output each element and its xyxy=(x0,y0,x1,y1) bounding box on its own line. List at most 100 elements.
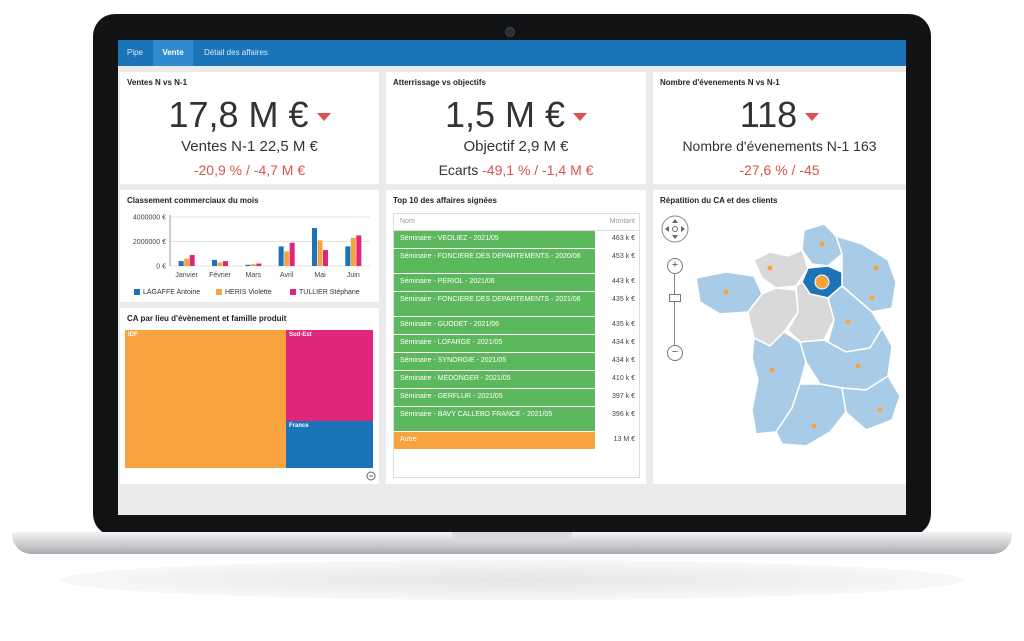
kpi-evenements-value-row: 118 xyxy=(653,94,906,136)
row-name: Séminaire - BAVY CALLEBO FRANCE - 2021/0… xyxy=(394,407,595,432)
chart-title: Classement commerciaux du mois xyxy=(127,196,259,205)
bar-lagaffe-juin xyxy=(345,246,351,266)
legend-label: LAGAFFE Antoine xyxy=(143,289,201,296)
region-occitanie xyxy=(775,383,847,447)
treemap-cell-idf[interactable]: IDF xyxy=(125,330,286,468)
webcam xyxy=(505,27,515,37)
table-row[interactable]: Séminaire - VEOLIEZ - 2021/05 463 k € xyxy=(394,231,639,249)
region-pays-de-la-loire xyxy=(747,287,799,347)
map-panel: Répatition du CA et des clients + − xyxy=(653,190,906,484)
zoom-slider-handle[interactable] xyxy=(669,294,681,302)
tab-vente[interactable]: Vente xyxy=(153,40,193,66)
bar-lagaffe-janvier xyxy=(178,261,184,266)
kpi-ventes-panel: Ventes N vs N-1 17,8 M € Ventes N-1 22,5… xyxy=(120,72,379,184)
column-header-montant[interactable]: Montant xyxy=(609,218,635,225)
x-tick-label: Mai xyxy=(314,272,326,279)
pan-control-icon[interactable] xyxy=(660,214,690,244)
zoom-in-button[interactable]: + xyxy=(667,258,683,274)
top10-title: Top 10 des affaires signées xyxy=(393,196,497,205)
legend-label: HERIS Violette xyxy=(225,289,272,296)
map-dot xyxy=(767,265,773,271)
bar-lagaffe-février xyxy=(212,259,217,266)
bar-lagaffe-avril xyxy=(278,246,284,266)
laptop-base xyxy=(12,532,1012,554)
zoom-slider-track[interactable] xyxy=(674,273,675,345)
table-row[interactable]: Séminaire - LOFARGE - 2021/05 434 k € xyxy=(394,335,639,353)
legend-swatch xyxy=(134,289,140,296)
x-tick-label: Avril xyxy=(280,272,294,279)
kpi-atterrissage-value: 1,5 M € xyxy=(444,94,566,135)
bar-heris-janvier xyxy=(184,258,190,266)
bar-tullier-février xyxy=(223,261,228,266)
kpi-atterrissage-delta-row: Ecarts -49,1 % / -1,4 M € xyxy=(386,162,646,178)
legend-swatch xyxy=(290,289,296,296)
legend-swatch xyxy=(216,289,222,296)
bar-tullier-mars xyxy=(256,263,262,266)
table-row[interactable]: Séminaire - FONCIERE DES DEPARTEMENTS - … xyxy=(394,249,639,274)
tab-detail-affaires[interactable]: Détail des affaires xyxy=(204,48,268,57)
row-amount: 435 k € xyxy=(612,321,635,328)
row-name: Séminaire - FONCIERE DES DEPARTEMENTS - … xyxy=(394,249,595,274)
row-amount: 453 k € xyxy=(612,253,635,260)
kpi-ventes-value-row: 17,8 M € xyxy=(120,94,379,136)
bar-lagaffe-mai xyxy=(312,228,317,266)
table-header: Nom Montant xyxy=(393,213,640,230)
legend-label: TULLIER Stéphane xyxy=(299,289,360,296)
kpi-ventes-delta: -20,9 % / -4,7 M € xyxy=(193,162,306,178)
region-paca xyxy=(841,374,901,431)
row-name: Séminaire - VEOLIEZ - 2021/05 xyxy=(394,231,595,249)
kpi-atterrissage-objective: Objectif 2,9 M € xyxy=(463,138,569,155)
kpi-atterrissage-value-row: 1,5 M € xyxy=(386,94,646,136)
tab-pipe[interactable]: Pipe xyxy=(126,48,143,57)
bar-heris-février xyxy=(217,262,223,266)
table-row[interactable]: Autre 13 M € xyxy=(394,432,639,450)
map-dot xyxy=(877,407,883,413)
treemap-title: CA par lieu d'évènement et famille produ… xyxy=(127,314,287,323)
column-header-nom[interactable]: Nom xyxy=(400,218,415,225)
bar-tullier-janvier xyxy=(189,254,195,266)
row-amount: 396 k € xyxy=(612,411,635,418)
table-body: Séminaire - VEOLIEZ - 2021/05 463 k € Sémi… xyxy=(393,230,640,478)
table-row[interactable]: Séminaire - GERFLUR - 2021/05 397 k € xyxy=(394,389,639,407)
map-bubble-idf xyxy=(814,274,830,290)
legend-item-heris: HERIS Violette xyxy=(216,289,272,296)
row-name: Séminaire - MEDONGER - 2021/05 xyxy=(394,371,595,389)
legend-item-lagaffe: LAGAFFE Antoine xyxy=(134,289,200,296)
zoom-icon[interactable] xyxy=(366,471,376,481)
y-tick-label: 0 € xyxy=(156,264,166,271)
table-row[interactable]: Séminaire - MEDONGER - 2021/05 410 k € xyxy=(394,371,639,389)
row-amount: 463 k € xyxy=(612,235,635,242)
map-dot xyxy=(869,295,875,301)
table-row[interactable]: Séminaire - FONCIERE DES DEPARTEMENTS - … xyxy=(394,292,639,317)
map-dot xyxy=(873,265,879,271)
region-normandie xyxy=(753,248,809,289)
table-row[interactable]: Séminaire - SYNORGIE - 2021/05 434 k € xyxy=(394,353,639,371)
treemap-cell-sud-est[interactable]: Sud-Est xyxy=(286,330,373,421)
legend-item-tullier: TULLIER Stéphane xyxy=(290,289,360,296)
treemap-cell-france[interactable]: France xyxy=(286,421,373,468)
row-name: Séminaire - LOFARGE - 2021/05 xyxy=(394,335,595,353)
bar-heris-mars xyxy=(250,264,256,266)
zoom-out-button[interactable]: − xyxy=(667,345,683,361)
kpi-atterrissage-title: Atterrissage vs objectifs xyxy=(393,78,486,87)
table-row[interactable]: Séminaire - GUODET - 2021/06 435 k € xyxy=(394,317,639,335)
table-row[interactable]: Séminaire - PERIOL - 2021/06 443 k € xyxy=(394,274,639,292)
row-name: Séminaire - SYNORGIE - 2021/05 xyxy=(394,353,595,371)
map-title: Répatition du CA et des clients xyxy=(660,196,778,205)
row-amount: 434 k € xyxy=(612,357,635,364)
bar-tullier-mai xyxy=(323,250,328,266)
kpi-evenements-title: Nombre d'évenements N vs N-1 xyxy=(660,78,780,87)
map-dot xyxy=(819,241,825,247)
table-row[interactable]: Séminaire - BAVY CALLEBO FRANCE - 2021/0… xyxy=(394,407,639,432)
commerciaux-chart-panel: Classement commerciaux du mois 4000000 €… xyxy=(120,190,379,302)
row-amount: 410 k € xyxy=(612,375,635,382)
bar-lagaffe-mars xyxy=(245,264,251,266)
row-amount: 13 M € xyxy=(613,436,635,443)
laptop-shadow xyxy=(60,560,964,600)
france-map[interactable] xyxy=(696,220,906,480)
kpi-atterrissage-panel: Atterrissage vs objectifs 1,5 M € Object… xyxy=(386,72,646,184)
bar-tullier-avril xyxy=(289,242,295,266)
dashboard-screen: Pipe Vente Détail des affaires Ventes N … xyxy=(118,40,906,515)
region-centre xyxy=(787,280,835,343)
bar-heris-avril xyxy=(284,251,290,266)
